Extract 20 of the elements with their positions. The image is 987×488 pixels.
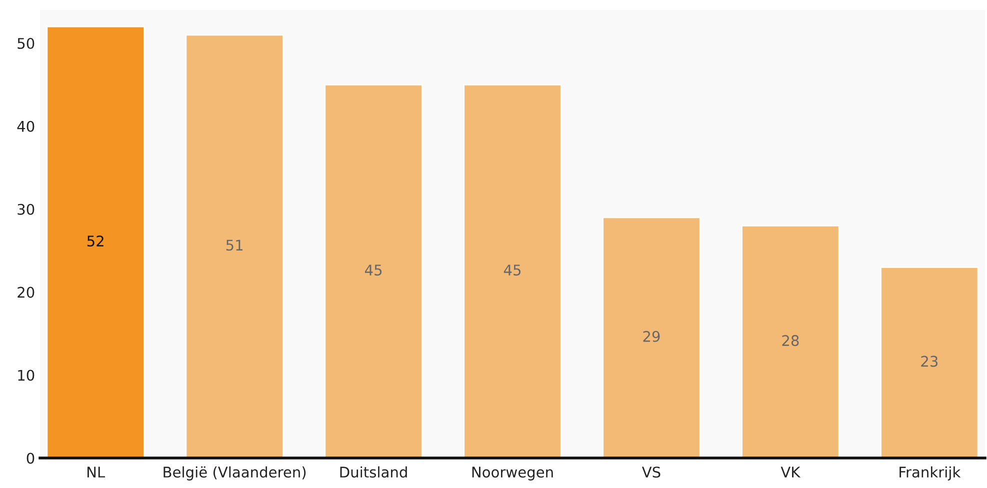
x-tick-label: VS (642, 466, 660, 478)
y-tick-label: 20 (18, 286, 34, 298)
y-tick-label: 40 (17, 120, 34, 132)
data-label: 28 (782, 335, 799, 346)
y-tick-label: 50 (18, 38, 34, 49)
data-label: 52 (87, 235, 104, 247)
data-label: 45 (364, 264, 382, 276)
x-tick-label: Noorwegen (472, 466, 553, 480)
data-label: 45 (504, 264, 521, 276)
x-tick-label: Frankrijk (900, 466, 961, 480)
x-tick-label: België (Vlaanderen) (164, 466, 306, 480)
data-label: 51 (226, 240, 242, 251)
x-tick-label: NL (88, 466, 106, 478)
x-tick-label: Duitsland (340, 466, 407, 478)
y-tick-label: 0 (26, 452, 34, 464)
y-tick-label: 10 (18, 370, 34, 381)
x-tick-label: VK (780, 466, 801, 478)
data-label: 29 (643, 330, 660, 342)
y-tick-label: 30 (18, 204, 34, 215)
data-label: 23 (921, 356, 938, 367)
